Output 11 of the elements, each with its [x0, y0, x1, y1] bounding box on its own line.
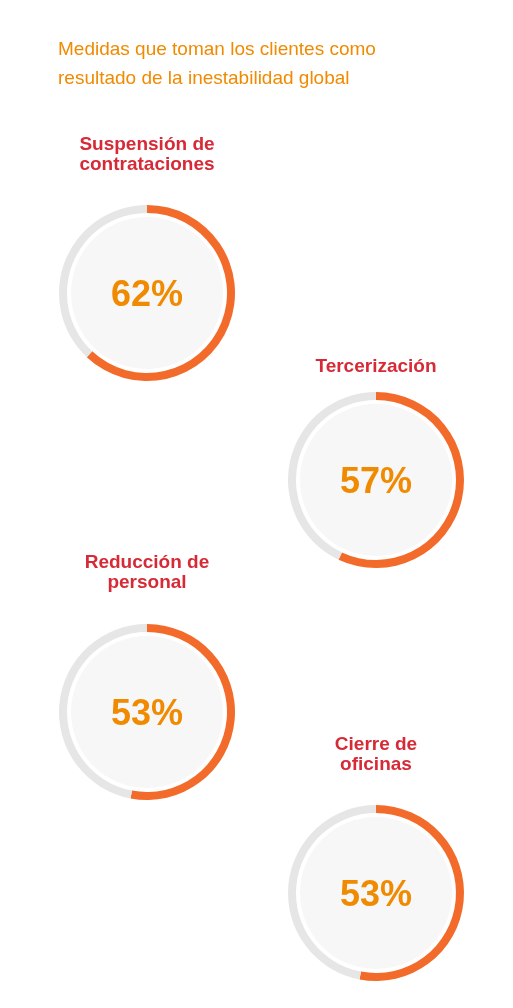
chart-title: Reducción de personal — [84, 551, 210, 592]
text: 62% — [110, 272, 184, 314]
text: 57% — [339, 459, 413, 501]
donut-slice — [86, 205, 235, 381]
text: Medidas que toman los clientes como resultado de la inestabilidad global — [58, 38, 376, 88]
donut-slice — [338, 392, 464, 568]
chart-title: Cierre de oficinas — [334, 733, 418, 774]
text: 53% — [110, 691, 184, 733]
text: 53% — [339, 872, 413, 914]
chart-title: Suspensión de contrataciones — [79, 133, 215, 174]
chart-title: Tercerización — [315, 355, 437, 376]
